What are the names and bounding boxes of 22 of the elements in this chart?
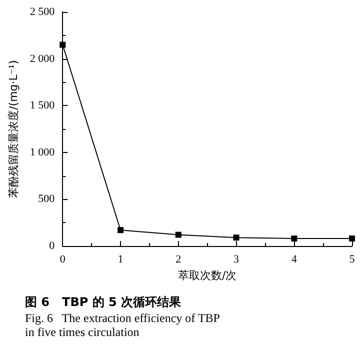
y-tick-label: 2 000 <box>30 52 56 65</box>
x-tick-label: 5 <box>349 254 356 266</box>
x-tick-label: 2 <box>176 254 182 266</box>
point <box>291 236 298 242</box>
point <box>175 232 182 238</box>
point <box>233 234 240 241</box>
x-tick-label: 4 <box>291 254 298 266</box>
x-tick-label: 3 <box>234 254 240 266</box>
y-axis-title: 苯酚残留质量浓度/(mg·L⁻¹) <box>7 60 20 198</box>
text: Fig. 6 The extraction efficiency of TBP in five times circulation <box>25 311 220 339</box>
x-axis-title: 萃取次数/次 <box>178 268 237 282</box>
point <box>118 227 124 234</box>
x-tick-label: 0 <box>60 254 66 266</box>
y-tick-label: 0 <box>49 240 56 252</box>
y-tick-label: 2 500 <box>30 6 56 18</box>
y-tick-label: 1 500 <box>30 100 56 112</box>
text: 图 6 TBP 的 5 次循环结果 <box>25 295 182 309</box>
y-tick-label: 500 <box>38 193 56 206</box>
point <box>60 42 66 48</box>
point <box>349 236 355 242</box>
y-tick-label: 1 000 <box>30 146 56 158</box>
x-tick-label: 1 <box>118 254 124 266</box>
